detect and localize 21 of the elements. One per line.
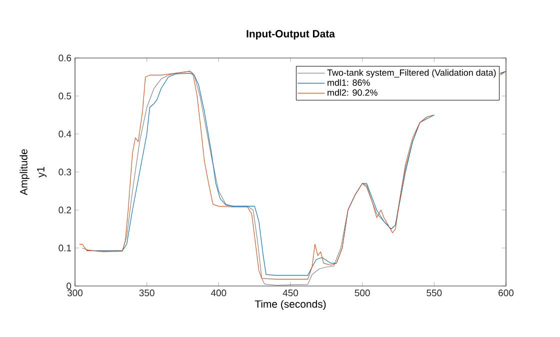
x-tick-label: 350	[139, 290, 154, 296]
y-tick-label: 0.4	[58, 130, 72, 138]
chart-title: Input-Output Data	[246, 30, 336, 40]
text: y1	[37, 166, 46, 178]
x-tick-label: 600	[498, 290, 514, 296]
x-tick-label: 500	[354, 290, 370, 296]
x-tick-label: 300	[67, 290, 83, 296]
y-tick-label: 0.6	[58, 54, 72, 62]
legend-label: mdl1: 86%	[328, 79, 370, 86]
x-tick-label: 550	[426, 290, 442, 296]
y-tick-label: 0	[66, 282, 72, 290]
y-tick-label: 0.3	[58, 168, 72, 176]
y-tick-label: 0.2	[58, 206, 72, 214]
legend-label: mdl2: 90.2%	[328, 89, 378, 96]
y-tick-label: 0.1	[58, 244, 72, 252]
y-tick-label: 0.5	[58, 92, 72, 100]
legend-label: Two-tank system_Filtered (Validation data)	[327, 69, 496, 78]
y-axis-title: Amplitude	[20, 149, 30, 196]
x-tick-label: 400	[210, 290, 226, 296]
x-axis-title: Time (seconds)	[254, 300, 326, 310]
x-tick-label: 450	[282, 290, 298, 296]
